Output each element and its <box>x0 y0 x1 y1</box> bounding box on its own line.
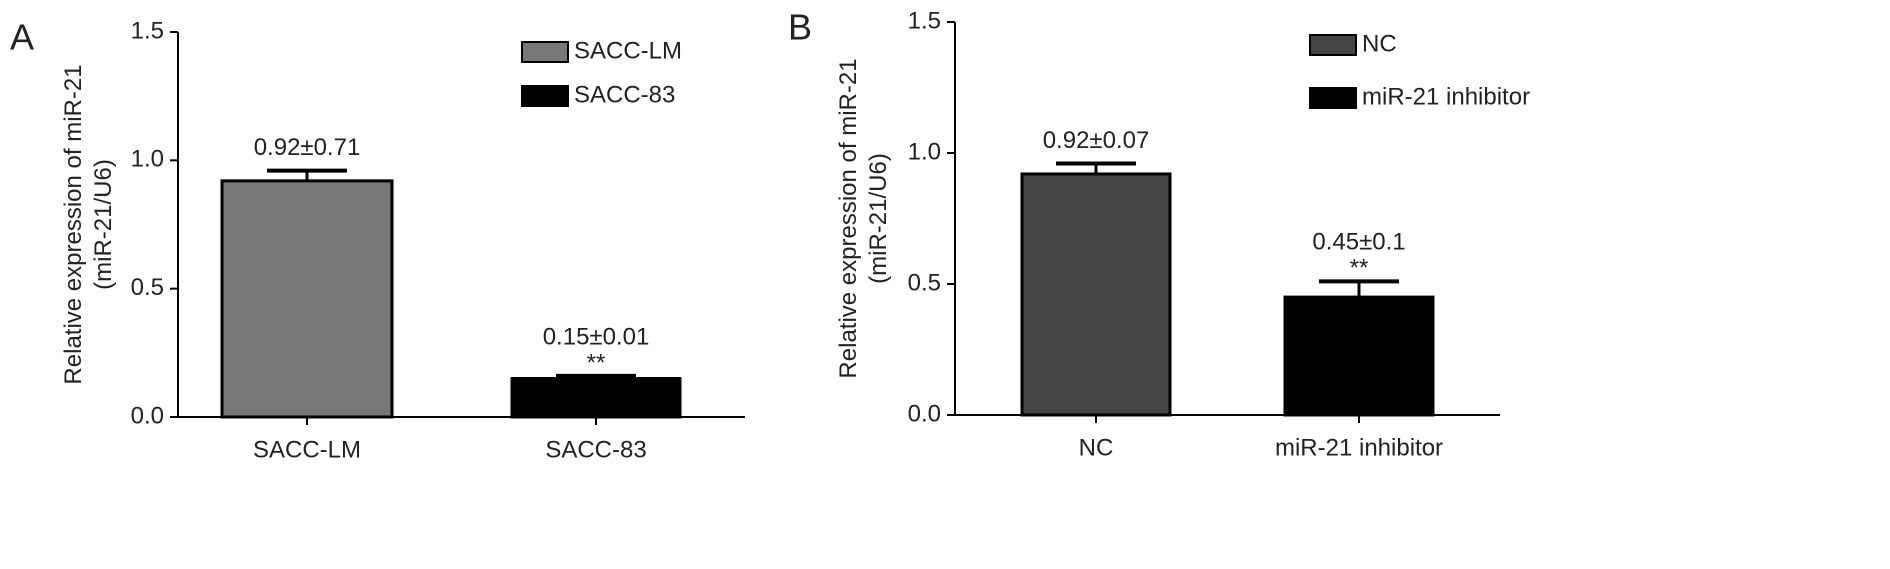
y-axis-title-line: Relative expression of miR-21 <box>60 64 87 384</box>
panel-label: A <box>10 17 34 58</box>
value-label: 0.92±0.07 <box>1043 127 1150 154</box>
value-label: 0.15±0.01 <box>543 323 650 350</box>
y-tick-label: 0.0 <box>908 400 941 427</box>
y-tick-label: 0.5 <box>131 274 164 301</box>
legend-swatch <box>1309 34 1357 56</box>
value-label: 0.92±0.71 <box>254 134 361 161</box>
y-tick-label: 0.5 <box>908 269 941 296</box>
bar <box>220 179 394 419</box>
y-axis-title-line: (miR-21/U6) <box>865 153 892 284</box>
significance: ** <box>1350 255 1369 282</box>
y-tick-label: 1.5 <box>131 17 164 44</box>
bar <box>510 377 682 419</box>
legend-swatch <box>521 85 569 107</box>
y-axis-title-line: (miR-21/U6) <box>90 159 117 290</box>
significance: ** <box>587 349 606 376</box>
y-tick-label: 1.5 <box>908 7 941 34</box>
legend-label: SACC-LM <box>574 37 682 64</box>
bar <box>1020 172 1172 417</box>
y-tick-label: 1.0 <box>131 146 164 173</box>
legend-label: miR-21 inhibitor <box>1362 83 1530 110</box>
legend-label: NC <box>1362 30 1397 57</box>
y-tick-label: 1.0 <box>908 138 941 165</box>
y-axis-title: Relative expression of miR-21 (miR-21/U6) <box>835 58 892 378</box>
x-tick-label: miR-21 inhibitor <box>1275 434 1443 461</box>
y-tick-label: 0.0 <box>131 402 164 429</box>
bar <box>1283 295 1435 417</box>
x-tick-label: SACC-83 <box>545 436 646 463</box>
legend-swatch <box>521 41 569 63</box>
legend-label: SACC-83 <box>574 81 675 108</box>
value-label: 0.45±0.1 <box>1312 229 1405 256</box>
panel-label: B <box>788 7 812 48</box>
y-axis-title: Relative expression of miR-21 (miR-21/U6) <box>60 64 117 384</box>
legend-swatch <box>1309 87 1357 109</box>
y-axis-title-line: Relative expression of miR-21 <box>835 58 862 378</box>
x-tick-label: SACC-LM <box>253 436 361 463</box>
x-tick-label: NC <box>1079 434 1114 461</box>
